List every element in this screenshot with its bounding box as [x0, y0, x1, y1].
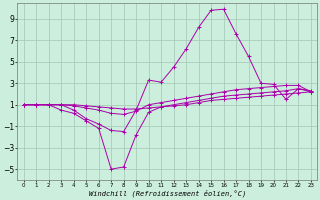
X-axis label: Windchill (Refroidissement éolien,°C): Windchill (Refroidissement éolien,°C)	[89, 190, 246, 197]
